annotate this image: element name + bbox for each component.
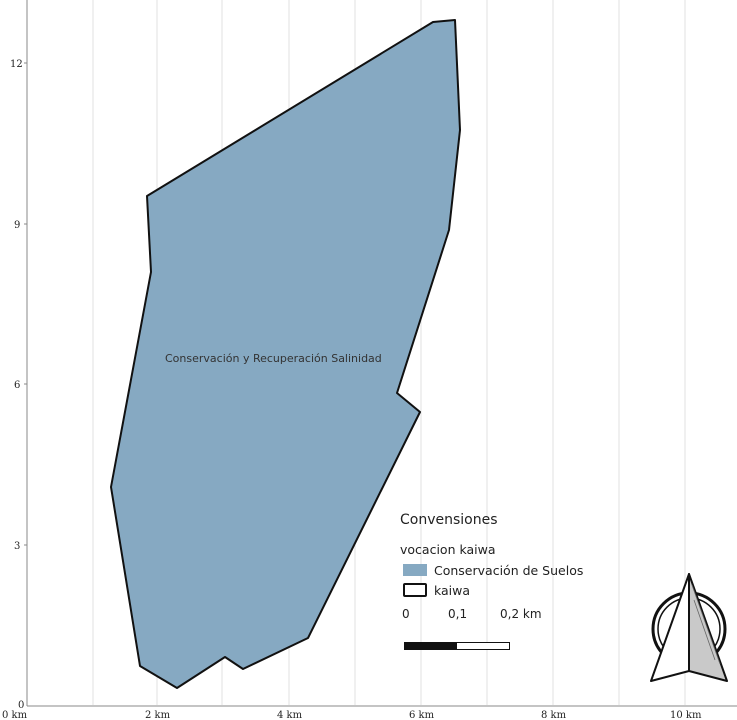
scale-label: 0,1 xyxy=(448,607,468,621)
y-tick-label: 0 xyxy=(18,700,24,711)
outline-swatch-icon xyxy=(403,583,427,597)
y-tick-label: 3 xyxy=(14,541,20,552)
x-tick-label: 10 km xyxy=(670,710,702,720)
x-tick-label: 8 km xyxy=(541,710,567,720)
north-arrow-icon xyxy=(650,573,728,682)
y-tick-marks xyxy=(24,62,27,546)
legend: Convensiones vocacion kaiwa Conservación… xyxy=(400,512,630,625)
scale-bar-labels: 0 0,1 0,2 km xyxy=(400,607,630,625)
legend-title: Convensiones xyxy=(400,512,498,528)
legend-item-kaiwa: kaiwa xyxy=(400,581,630,599)
scale-label: 0 xyxy=(402,607,410,621)
scale-bar-segment xyxy=(405,643,457,649)
legend-subtitle: vocacion kaiwa xyxy=(400,542,496,557)
polygon-label: Conservación y Recuperación Salinidad xyxy=(165,352,382,365)
x-tick-label: 6 km xyxy=(409,710,435,720)
x-tick-label: 0 km xyxy=(2,710,28,720)
y-tick-label: 12 xyxy=(10,59,23,70)
x-tick-label: 2 km xyxy=(145,710,171,720)
legend-item-label: Conservación de Suelos xyxy=(434,562,584,578)
fill-swatch-icon xyxy=(403,564,427,576)
legend-item-label: kaiwa xyxy=(434,582,471,598)
kaiwa-polygon[interactable] xyxy=(110,19,461,689)
scale-label: 0,2 km xyxy=(500,607,542,621)
legend-item-conservacion: Conservación de Suelos xyxy=(400,561,630,579)
y-tick-label: 9 xyxy=(14,220,20,231)
scale-bar-segment xyxy=(457,643,509,649)
y-tick-label: 6 xyxy=(14,380,20,391)
scale-bar xyxy=(404,642,510,650)
x-tick-label: 4 km xyxy=(277,710,303,720)
